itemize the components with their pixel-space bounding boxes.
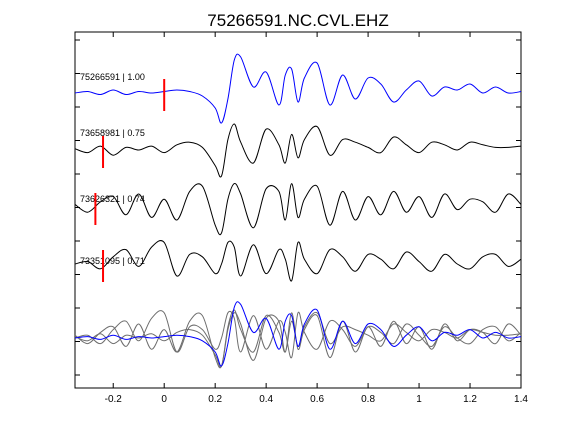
chart-title: 75266591.NC.CVL.EHZ xyxy=(207,11,388,30)
x-tick-label: 1.4 xyxy=(514,394,528,405)
trace-line xyxy=(74,123,522,178)
axis-ticks: -0.2 0 0.2 0.4 0.6 0.8 1 1.2 1.4 xyxy=(75,32,528,405)
x-tick-label: 0.2 xyxy=(208,394,222,405)
overlay-stack xyxy=(74,301,522,369)
x-tick-label: 1 xyxy=(416,394,422,405)
trace-label: 75266591 | 1.00 xyxy=(80,72,145,82)
x-tick-label: 1.2 xyxy=(463,394,477,405)
trace-label: 73626321 | 0.74 xyxy=(80,194,145,204)
trace-line xyxy=(74,182,522,236)
overlay-trace xyxy=(74,301,522,367)
trace-label: 73351095 | 0.71 xyxy=(80,256,145,266)
x-tick-label: -0.2 xyxy=(105,394,123,405)
trace-label: 73658981 | 0.75 xyxy=(80,128,145,138)
trace-group xyxy=(74,53,522,282)
trace-line xyxy=(74,240,522,282)
x-tick-label: 0.8 xyxy=(361,394,375,405)
axes-frame xyxy=(74,31,522,389)
trace-labels: 75266591 | 1.00 73658981 | 0.75 73626321 |… xyxy=(80,72,145,266)
x-tick-label: 0.6 xyxy=(310,394,324,405)
x-tick-label: 0 xyxy=(161,394,167,405)
pick-markers xyxy=(94,79,166,282)
x-tick-label: 0.4 xyxy=(259,394,273,405)
trace-line xyxy=(74,53,522,124)
